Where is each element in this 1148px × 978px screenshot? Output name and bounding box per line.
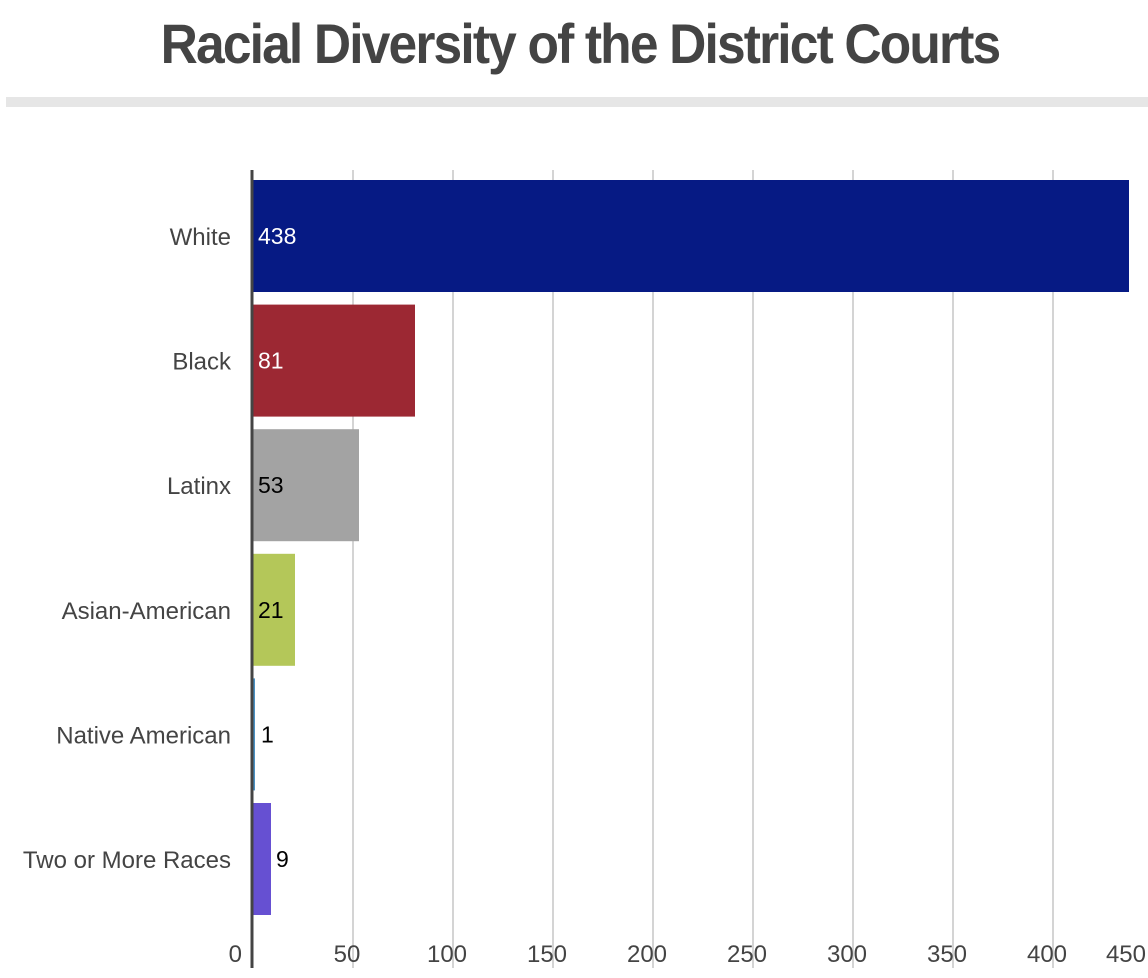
category-label: Latinx — [167, 473, 231, 500]
value-label: 438 — [258, 223, 296, 249]
x-tick-label: 50 — [334, 941, 361, 968]
gridlines — [352, 170, 1054, 968]
value-label: 53 — [258, 472, 284, 498]
bar-latinx — [253, 429, 359, 542]
value-label: 81 — [258, 348, 284, 374]
x-tick-label: 450 — [1106, 941, 1146, 968]
x-tick-label: 300 — [827, 941, 867, 968]
bar-native-american — [253, 678, 255, 791]
bar-white — [253, 180, 1129, 292]
category-label: Native American — [56, 722, 231, 749]
x-tick-label: 400 — [1027, 941, 1067, 968]
x-tick-label: 250 — [727, 941, 767, 968]
category-label: White — [170, 224, 231, 251]
x-tick-label: 150 — [527, 941, 567, 968]
x-tick-label: 100 — [427, 941, 467, 968]
chart-title: Racial Diversity of the District Courts — [160, 12, 1002, 75]
x-tick-label: 200 — [627, 941, 667, 968]
bar-asian-american — [253, 553, 295, 666]
x-tick-labels: 0 50 100 150 200 250 300 350 400 450 — [229, 941, 1146, 968]
title-divider — [6, 97, 1148, 107]
bar-black — [253, 304, 415, 417]
x-tick-label: 350 — [927, 941, 967, 968]
value-label: 1 — [261, 721, 274, 747]
value-label: 21 — [258, 597, 284, 623]
category-label: Asian-American — [62, 598, 231, 625]
category-label: Two or More Races — [23, 847, 231, 874]
bars: 438 81 53 21 1 9 — [253, 180, 1129, 915]
value-label: 9 — [276, 846, 289, 872]
x-tick-label: 0 — [229, 941, 242, 968]
category-label: Black — [172, 349, 232, 376]
category-labels: White Black Latinx Asian-American Native Ame… — [23, 224, 232, 874]
bar-two-or-more-races — [253, 803, 271, 915]
